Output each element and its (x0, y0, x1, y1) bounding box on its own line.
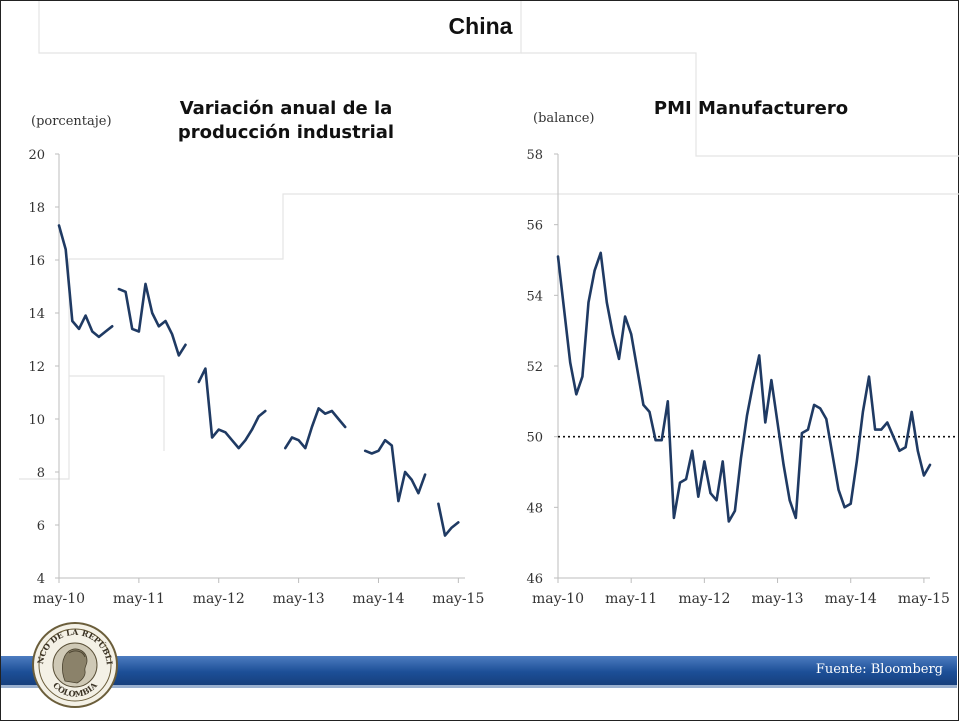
series-line-segment (556, 251, 932, 523)
y-tick-label: 4 (37, 572, 45, 587)
y-tick-label: 6 (37, 519, 45, 534)
banner-underline (1, 685, 957, 688)
y-tick-label: 12 (28, 360, 45, 375)
chart-title-pmi: PMI Manufacturero (653, 98, 849, 119)
series-line-segment (117, 282, 187, 357)
series-line-segment (283, 407, 347, 450)
chart-title-industrial-production: Variación anual de la producción industr… (161, 97, 411, 145)
x-tick-label: may-10 (33, 591, 85, 607)
y-tick-label: 58 (526, 148, 543, 163)
y-tick-label: 46 (526, 572, 543, 587)
series-line-segment (57, 224, 114, 339)
y-tick-label: 20 (28, 148, 45, 163)
central-bank-seal-logo: BANCO DE LA REPÚBLICA COLOMBIA (31, 621, 118, 708)
x-tick-label: may-11 (605, 591, 657, 607)
y-tick-label: 18 (28, 201, 45, 216)
x-tick-label: may-11 (113, 591, 165, 607)
y-axis-unit-percent: (porcentaje) (31, 114, 112, 129)
x-tick-label: may-12 (678, 591, 730, 607)
x-tick-label: may-15 (432, 591, 484, 607)
y-tick-label: 50 (526, 431, 543, 446)
x-tick-label: may-10 (532, 591, 584, 607)
series-line-segment (437, 502, 460, 537)
x-tick-label: may-13 (273, 591, 325, 607)
y-tick-label: 56 (526, 219, 543, 234)
slide-title: China (448, 13, 513, 39)
x-tick-label: may-14 (352, 591, 404, 607)
y-tick-label: 16 (28, 254, 45, 269)
y-tick-label: 48 (526, 501, 543, 516)
footer-banner: Fuente: Bloomberg (1, 656, 957, 685)
chart-title-line-2: producción industrial (177, 122, 395, 143)
x-tick-label: may-12 (193, 591, 245, 607)
x-tick-label: may-13 (752, 591, 804, 607)
series-line-segment (197, 367, 267, 450)
series-line-segment (363, 438, 427, 503)
y-axis-unit-balance: (balance) (533, 111, 595, 126)
x-tick-label: may-15 (898, 591, 950, 607)
y-tick-label: 54 (526, 289, 543, 304)
source-note: Fuente: Bloomberg (815, 662, 943, 677)
x-tick-label: may-14 (825, 591, 877, 607)
y-tick-label: 10 (28, 413, 45, 428)
y-tick-label: 14 (28, 307, 45, 322)
y-tick-label: 8 (37, 466, 45, 481)
y-tick-label: 52 (526, 360, 543, 375)
chart-title-line-1: Variación anual de la (179, 98, 393, 119)
